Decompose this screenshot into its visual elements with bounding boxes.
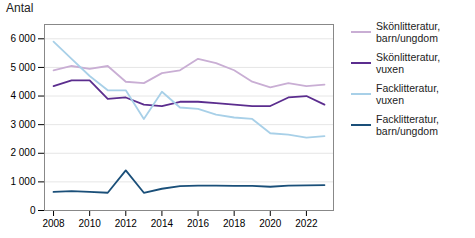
svg-text:2018: 2018: [223, 218, 246, 229]
html-text:Skönlitteratur, barn/ungdom: Skönlitteratur, barn/ungdom: [376, 20, 441, 44]
svg-text:2016: 2016: [187, 218, 210, 229]
svg-text:2022: 2022: [295, 218, 318, 229]
svg-text:2012: 2012: [115, 218, 138, 229]
svg-text:2 000: 2 000: [10, 147, 35, 158]
html-text:Skönlitteratur, vuxen: Skönlitteratur, vuxen: [376, 51, 441, 75]
html-text:Facklitteratur, barn/ungdom: Facklitteratur, barn/ungdom: [376, 113, 439, 137]
svg-text:2014: 2014: [151, 218, 174, 229]
html-text:Antal: Antal: [6, 1, 34, 15]
svg-text:6 000: 6 000: [10, 33, 35, 44]
svg-text:1 000: 1 000: [10, 176, 35, 187]
svg-text:5 000: 5 000: [10, 62, 35, 73]
html-text:Facklitteratur, vuxen: Facklitteratur, vuxen: [376, 82, 439, 106]
svg-text:2020: 2020: [259, 218, 282, 229]
svg-text:4 000: 4 000: [10, 90, 35, 101]
svg-text:3 000: 3 000: [10, 119, 35, 130]
svg-text:2008: 2008: [42, 218, 65, 229]
svg-text:2010: 2010: [79, 218, 102, 229]
svg-text:0: 0: [30, 205, 36, 216]
